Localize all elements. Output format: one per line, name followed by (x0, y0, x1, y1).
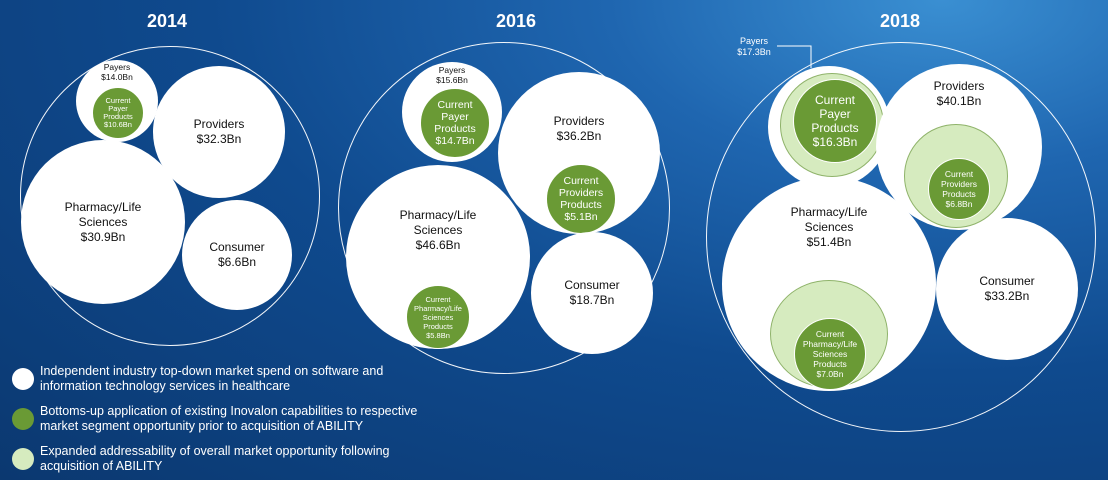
legend-item-industry-spend: Independent industry top-down market spe… (12, 364, 440, 394)
total-market-ring-2014 (20, 46, 320, 346)
current-payer-products-2016: Current Payer Products $14.7Bn (420, 88, 490, 158)
total-market-ring-2016 (338, 42, 670, 374)
current-providers-products-2018: Current Providers Products $6.8Bn (928, 158, 990, 220)
legend-dot-green (12, 408, 34, 430)
current-pharmacy-products-2018: Current Pharmacy/Life Sciences Products … (794, 318, 866, 390)
providers-circle-2014: Providers $32.3Bn (153, 66, 285, 198)
legend-item-expanded-addressability: Expanded addressability of overall marke… (12, 444, 440, 474)
consumer-circle-2014: Consumer $6.6Bn (182, 200, 292, 310)
legend-dot-light-green (12, 448, 34, 470)
consumer-circle-2018: Consumer $33.2Bn (936, 218, 1078, 360)
year-title-2018: 2018 (879, 11, 921, 31)
current-providers-products-2016: Current Providers Products $5.1Bn (546, 164, 616, 234)
payers-callout-2018: Payers $17.3Bn (737, 36, 771, 58)
current-payer-products-2014: Current Payer Products $10.6Bn (92, 87, 144, 139)
legend-item-inovalon-capabilities: Bottoms-up application of existing Inova… (12, 404, 440, 434)
year-title-2014: 2014 (146, 11, 188, 31)
payers-label-2014: Payers $14.0Bn (101, 62, 133, 82)
legend-dot-white (12, 368, 34, 390)
consumer-circle-2016: Consumer $18.7Bn (531, 232, 653, 354)
payers-label-2016: Payers $15.6Bn (436, 65, 468, 85)
pharmacy-circle-2014: Pharmacy/Life Sciences $30.9Bn (21, 140, 185, 304)
current-pharmacy-products-2016: Current Pharmacy/Life Sciences Products … (406, 285, 470, 349)
current-payer-products-2018: Current Payer Products $16.3Bn (793, 79, 877, 163)
total-market-ring-2018 (706, 42, 1096, 432)
year-title-2016: 2016 (495, 11, 537, 31)
